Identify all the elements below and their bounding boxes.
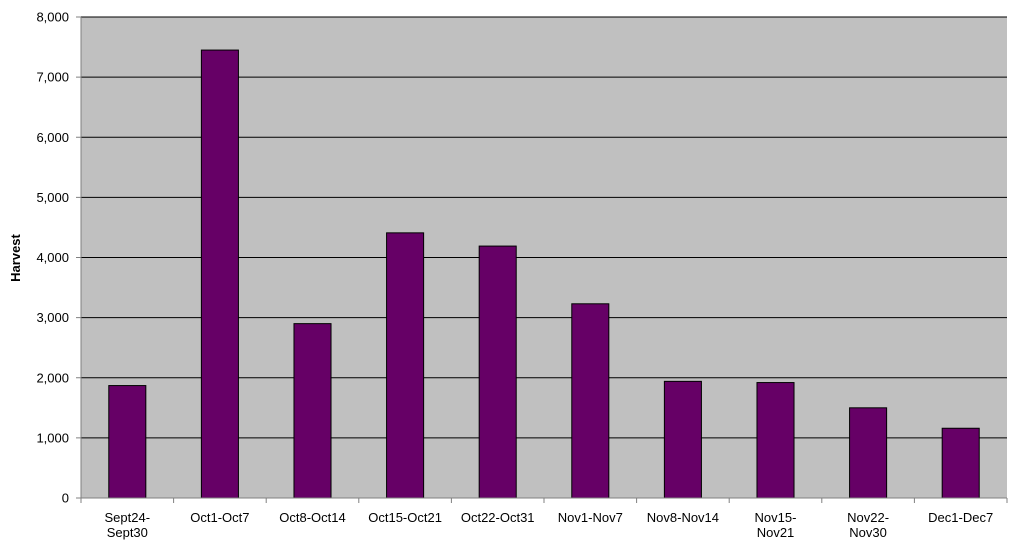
x-tick-label: Nov22-Nov30 <box>847 510 889 540</box>
x-tick-label-line: Nov15- <box>755 510 797 525</box>
bar <box>571 303 610 499</box>
x-tick-label: Oct15-Oct21 <box>368 510 442 525</box>
x-tick-label: Nov8-Nov14 <box>647 510 719 525</box>
y-tick-label: 1,000 <box>36 430 69 445</box>
x-tick-label-line: Nov30 <box>849 525 887 540</box>
bar <box>386 232 425 499</box>
x-tick-label-line: Dec1-Dec7 <box>928 510 993 525</box>
x-tick-label: Nov1-Nov7 <box>558 510 623 525</box>
x-tick-label-line: Nov21 <box>757 525 795 540</box>
x-tick-label-line: Oct1-Oct7 <box>190 510 249 525</box>
bar <box>756 382 795 499</box>
x-tick-label: Dec1-Dec7 <box>928 510 993 525</box>
x-tick-label: Oct8-Oct14 <box>279 510 345 525</box>
bar <box>293 323 332 499</box>
x-tick-label-line: Sept30 <box>107 525 148 540</box>
y-tick-label: 8,000 <box>36 10 69 25</box>
bar <box>478 245 517 499</box>
y-axis-label: Harvest <box>8 233 23 281</box>
y-tick-label: 4,000 <box>36 250 69 265</box>
x-tick-label-line: Nov1-Nov7 <box>558 510 623 525</box>
x-tick-label: Nov15-Nov21 <box>755 510 797 540</box>
x-tick-label-line: Nov8-Nov14 <box>647 510 719 525</box>
bar <box>663 380 702 499</box>
x-tick-label: Sept24-Sept30 <box>105 510 151 540</box>
y-tick-label: 0 <box>62 491 69 506</box>
y-tick-label: 2,000 <box>36 370 69 385</box>
x-tick-label-line: Oct15-Oct21 <box>368 510 442 525</box>
x-tick-label-line: Oct22-Oct31 <box>461 510 535 525</box>
x-tick-label-line: Nov22- <box>847 510 889 525</box>
x-tick-label: Oct22-Oct31 <box>461 510 535 525</box>
bar <box>200 49 239 499</box>
x-tick-label: Oct1-Oct7 <box>190 510 249 525</box>
y-tick-label: 6,000 <box>36 130 69 145</box>
bar <box>108 385 147 499</box>
y-tick-label: 7,000 <box>36 70 69 85</box>
x-tick-label-line: Sept24- <box>105 510 151 525</box>
y-tick-label: 3,000 <box>36 310 69 325</box>
bar <box>849 407 888 499</box>
bar <box>941 427 980 499</box>
y-tick-label: 5,000 <box>36 190 69 205</box>
x-tick-label-line: Oct8-Oct14 <box>279 510 345 525</box>
